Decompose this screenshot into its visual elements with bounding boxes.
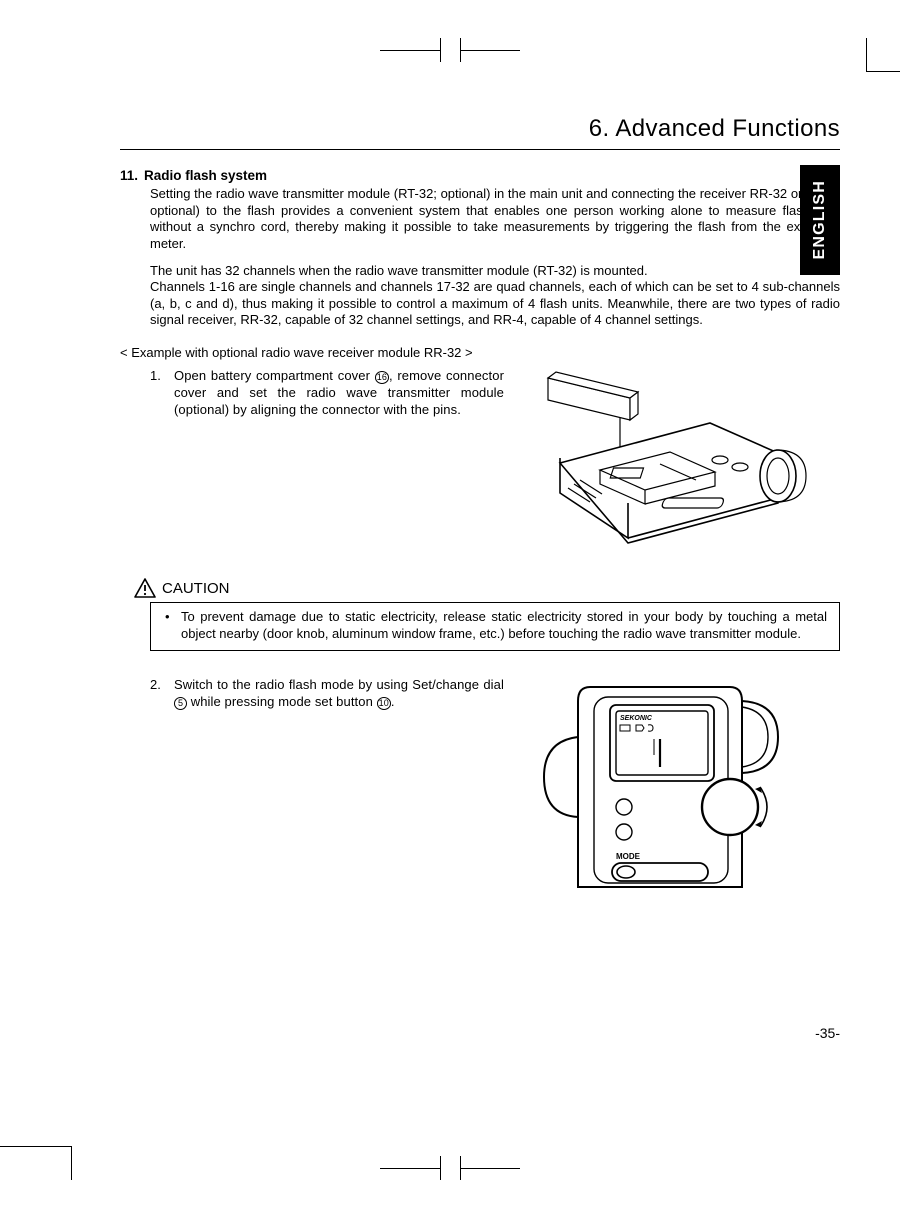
figure-2: SEKONIC [520, 677, 840, 902]
caution-bullet: • [165, 609, 181, 642]
heading-title: Radio flash system [144, 168, 267, 183]
step-2-text: Switch to the radio flash mode by using … [174, 677, 504, 711]
warning-icon [134, 578, 156, 598]
intro-block: Setting the radio wave transmitter modul… [150, 186, 840, 329]
caution-text: To prevent damage due to static electric… [181, 609, 827, 642]
step-2-row: 2. Switch to the radio flash mode by usi… [150, 677, 840, 902]
caution-label: CAUTION [162, 580, 230, 597]
step-1-row: 1. Open battery compartment cover 16, re… [150, 368, 840, 558]
para-2: The unit has 32 channels when the radio … [150, 263, 840, 330]
step-1-text: Open battery compartment cover 16, remov… [174, 368, 504, 418]
mode-label: MODE [616, 852, 641, 861]
caution-box: • To prevent damage due to static electr… [150, 602, 840, 651]
heading-11: 11.Radio flash system [120, 168, 840, 183]
page-content: 6. Advanced Functions ENGLISH 11.Radio f… [120, 115, 840, 902]
circled-16-icon: 16 [375, 371, 389, 384]
crop-marks-bottom [0, 1156, 900, 1180]
page-number: -35- [815, 1025, 840, 1041]
para-1: Setting the radio wave transmitter modul… [150, 186, 840, 253]
step-1-number: 1. [150, 368, 174, 383]
language-tab: ENGLISH [800, 165, 840, 275]
brand-label: SEKONIC [620, 715, 653, 722]
circled-5-icon: 5 [174, 697, 187, 710]
title-rule [120, 149, 840, 150]
step-2-number: 2. [150, 677, 174, 692]
section-title: 6. Advanced Functions [120, 115, 840, 143]
caution-header: CAUTION [134, 578, 840, 598]
figure-1 [520, 368, 840, 558]
example-heading: < Example with optional radio wave recei… [120, 345, 840, 360]
language-tab-label: ENGLISH [811, 180, 829, 260]
heading-number: 11. [120, 168, 144, 183]
crop-marks-top [0, 38, 900, 62]
circled-10-icon: 10 [377, 697, 391, 710]
